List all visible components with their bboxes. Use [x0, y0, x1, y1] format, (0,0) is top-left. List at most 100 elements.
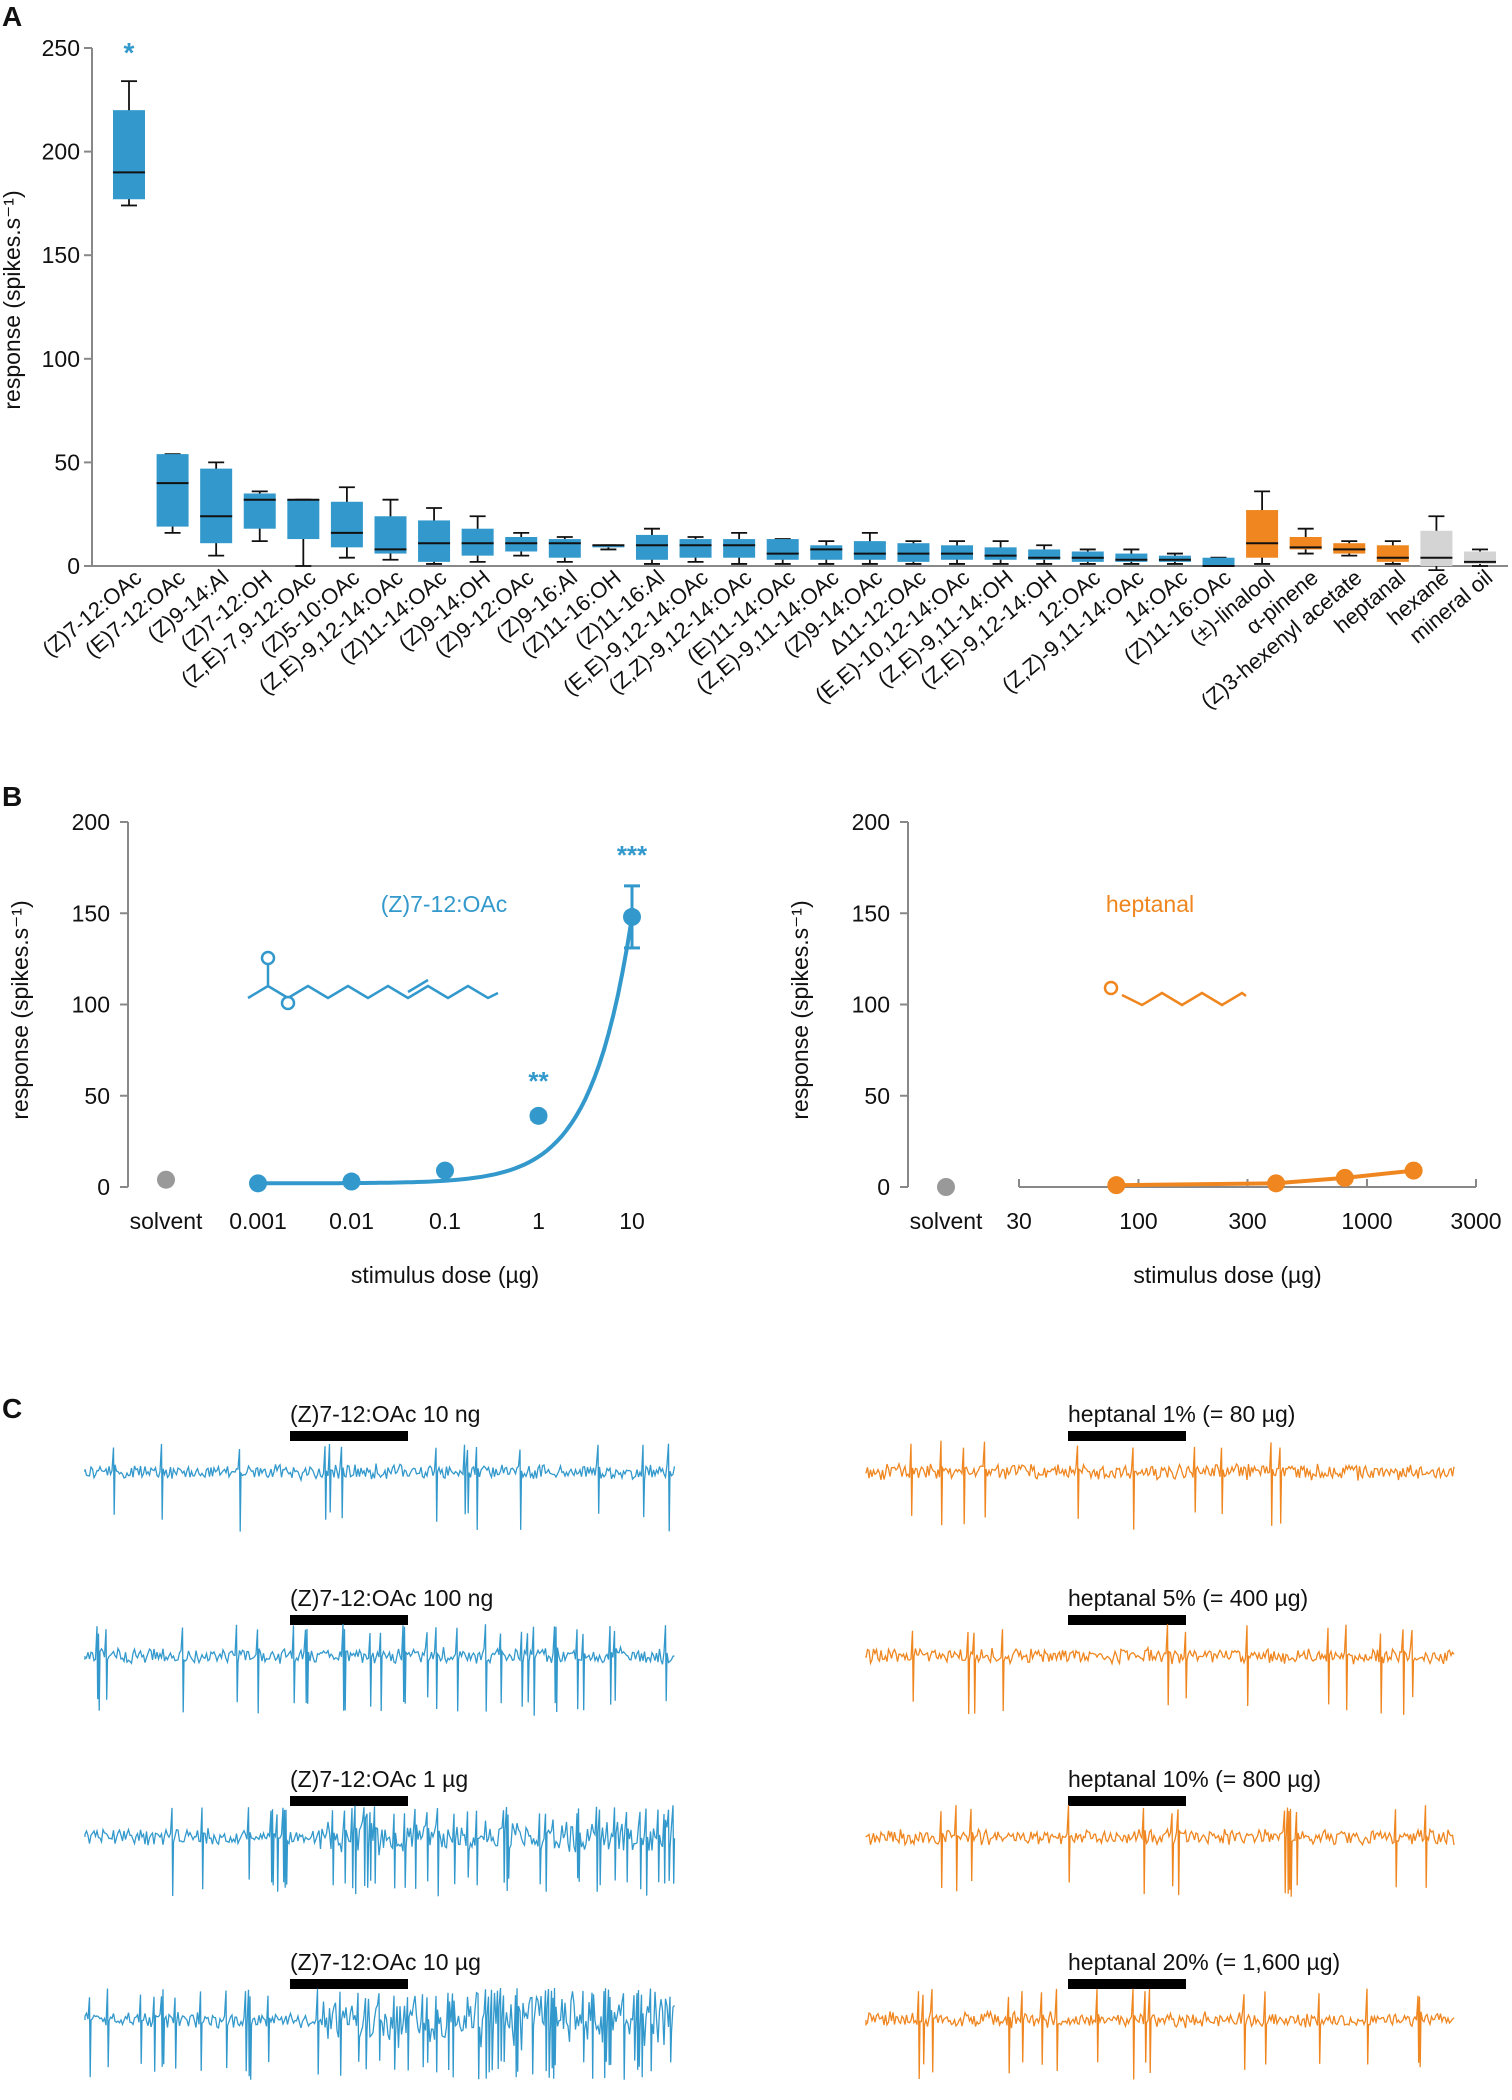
data-point: [1107, 1176, 1126, 1195]
series-line: [1116, 1168, 1414, 1188]
aldehyde-oxygen: [1103, 980, 1119, 996]
box-14: [723, 531, 756, 565]
stimulus-bar: [1068, 1979, 1186, 1989]
heptanal-structure: [1121, 991, 1247, 1007]
data-point: [1267, 1174, 1286, 1193]
box-5: [330, 486, 363, 559]
spike-trace: [865, 1440, 1455, 1530]
stimulus-bar: [1068, 1431, 1186, 1441]
xtick-label: 0.01: [329, 1208, 374, 1234]
spike-trace: [865, 1988, 1455, 2080]
series-line: [258, 916, 634, 1186]
box-iqr: [1464, 551, 1496, 564]
box-16: [810, 540, 843, 565]
ytick-label: 0: [97, 1174, 110, 1200]
box-iqr: [1158, 555, 1191, 562]
trace-label: heptanal 10% (= 800 µg): [1068, 1766, 1321, 1792]
box-iqr: [853, 541, 886, 560]
box-18: [897, 540, 930, 565]
box-23: [1115, 548, 1148, 565]
panel-b-left-ylabel: response (spikes.s⁻¹): [7, 900, 33, 1119]
panel-b-right-ylabel: response (spikes.s⁻¹): [787, 900, 813, 1119]
ytick-label: 50: [84, 1083, 110, 1109]
box-24: [1158, 552, 1191, 565]
box-20: [984, 540, 1017, 565]
data-point: [623, 907, 641, 926]
box-iqr: [1202, 557, 1235, 566]
solvent-point: [937, 1178, 955, 1196]
box-iqr: [1289, 536, 1322, 550]
box-21: [1028, 544, 1061, 565]
data-point: [1404, 1161, 1423, 1180]
ytick-label: 100: [852, 992, 890, 1018]
xtick-label: 10: [619, 1208, 645, 1234]
ytick-label: 0: [877, 1174, 890, 1200]
box-iqr: [200, 468, 233, 544]
box-15: [766, 538, 799, 565]
data-point: [342, 1172, 361, 1191]
box-12: [635, 527, 668, 565]
box-28: [1333, 540, 1366, 557]
spike-trace: [865, 1805, 1455, 1897]
panel-b-left-dose-response: response (spikes.s⁻¹) (Z)7-12:OAc 050100…: [7, 809, 648, 1288]
xtick-label: 1000: [1341, 1208, 1392, 1234]
box-iqr: [330, 501, 363, 548]
box-iqr: [374, 516, 407, 554]
box-27: [1289, 527, 1322, 555]
box-iqr: [505, 536, 538, 552]
xtick-label: 3000: [1450, 1208, 1501, 1234]
box-iqr: [897, 543, 930, 562]
ytick-label: 100: [72, 992, 110, 1018]
xlabel: stimulus dose (µg): [1133, 1262, 1321, 1288]
panel-c-recordings: (Z)7-12:OAc 10 ng (Z)7-12:OAc 100 ng (Z)7-…: [84, 1401, 1455, 2080]
box-22: [1071, 548, 1104, 565]
box-iqr: [635, 534, 668, 560]
box-3: [243, 490, 276, 543]
box-iqr: [1376, 545, 1409, 562]
spike-trace: [84, 1805, 676, 1897]
xtick-label: 300: [1228, 1208, 1266, 1234]
box-iqr: [592, 545, 625, 548]
data-point: [436, 1161, 454, 1180]
data-point: [529, 1106, 548, 1125]
stimulus-bar: [290, 1796, 408, 1806]
box-iqr: [1071, 551, 1104, 562]
trace-label: (Z)7-12:OAc 10 ng: [290, 1401, 480, 1427]
box-iqr: [984, 547, 1017, 560]
panel-a-ylabel: response (spikes.s⁻¹): [0, 190, 25, 409]
box-29: [1376, 540, 1409, 565]
data-point: [1335, 1168, 1354, 1187]
stimulus-bar: [290, 1431, 408, 1441]
box-2: [200, 461, 233, 557]
panel-b-left-title: (Z)7-12:OAc: [381, 891, 508, 917]
box-0: [113, 80, 145, 207]
box-iqr: [418, 520, 451, 562]
box-7: [418, 507, 451, 565]
panel-a-ytick-label: 250: [42, 35, 80, 61]
z7-12-oac-structure: [247, 984, 499, 1000]
panel-a-ytick-label: 0: [67, 553, 80, 579]
box-13: [679, 536, 712, 563]
panel-b-right-dose-response: response (spikes.s⁻¹) heptanal 0 50 100 150…: [787, 809, 1502, 1288]
box-iqr: [1420, 530, 1453, 566]
xtick-label: 0.001: [229, 1208, 287, 1234]
ytick-label: 150: [72, 900, 110, 926]
spike-trace: [84, 1987, 675, 2080]
xtick-label: 0.1: [429, 1208, 461, 1234]
carbonyl-oxygen: [260, 950, 276, 966]
box-iqr: [1246, 510, 1279, 558]
solvent-label: solvent: [910, 1208, 983, 1234]
xtick-label: 100: [1119, 1208, 1157, 1234]
box-iqr: [766, 539, 799, 560]
trace-label: heptanal 1% (= 80 µg): [1068, 1401, 1295, 1427]
significance-star: *: [124, 37, 135, 68]
trace-label: (Z)7-12:OAc 100 ng: [290, 1585, 493, 1611]
box-iqr: [1115, 553, 1148, 562]
xtick-label: 30: [1006, 1208, 1032, 1234]
xlabel: stimulus dose (µg): [351, 1262, 539, 1288]
data-point: [249, 1174, 267, 1193]
spike-trace: [84, 1443, 676, 1532]
box-iqr: [679, 539, 712, 558]
